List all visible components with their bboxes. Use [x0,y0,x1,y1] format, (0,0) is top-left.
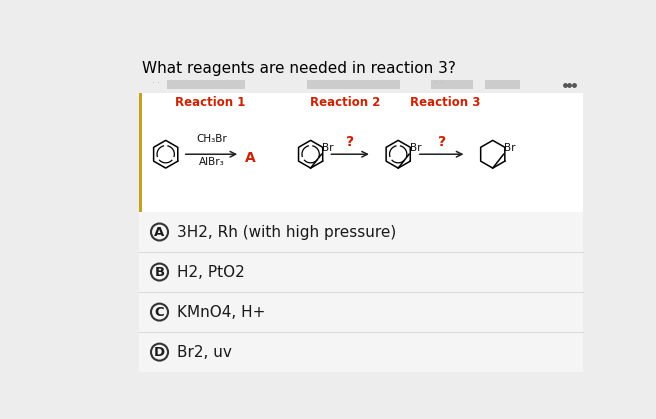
FancyBboxPatch shape [431,80,474,89]
Text: ?: ? [438,135,445,149]
Text: A: A [154,225,165,238]
Text: Br: Br [504,143,516,153]
Text: What reagents are needed in reaction 3?: What reagents are needed in reaction 3? [142,61,455,76]
Text: H2, PtO2: H2, PtO2 [176,264,244,279]
Text: Br: Br [410,143,421,153]
FancyBboxPatch shape [138,212,583,252]
Text: · ·: · · [152,79,159,88]
Text: D: D [154,346,165,359]
Text: CH₃Br: CH₃Br [196,134,227,144]
Text: ?: ? [346,135,354,149]
Text: Br2, uv: Br2, uv [176,344,232,360]
Text: Br: Br [322,143,334,153]
FancyBboxPatch shape [138,332,583,372]
FancyBboxPatch shape [167,80,245,89]
FancyBboxPatch shape [138,93,583,212]
FancyBboxPatch shape [138,252,583,292]
Text: A: A [245,151,255,165]
FancyBboxPatch shape [307,80,400,89]
Text: AlBr₃: AlBr₃ [199,157,224,166]
Text: Reaction 2: Reaction 2 [310,96,380,109]
Text: KMnO4, H+: KMnO4, H+ [176,305,265,320]
Text: · ·: · · [435,79,443,88]
Text: 3H2, Rh (with high pressure): 3H2, Rh (with high pressure) [176,225,396,240]
Text: C: C [155,305,164,318]
Text: Reaction 1: Reaction 1 [174,96,245,109]
FancyBboxPatch shape [138,292,583,332]
FancyBboxPatch shape [485,80,520,89]
Text: Reaction 3: Reaction 3 [409,96,480,109]
FancyBboxPatch shape [138,93,142,212]
Text: B: B [154,266,165,279]
